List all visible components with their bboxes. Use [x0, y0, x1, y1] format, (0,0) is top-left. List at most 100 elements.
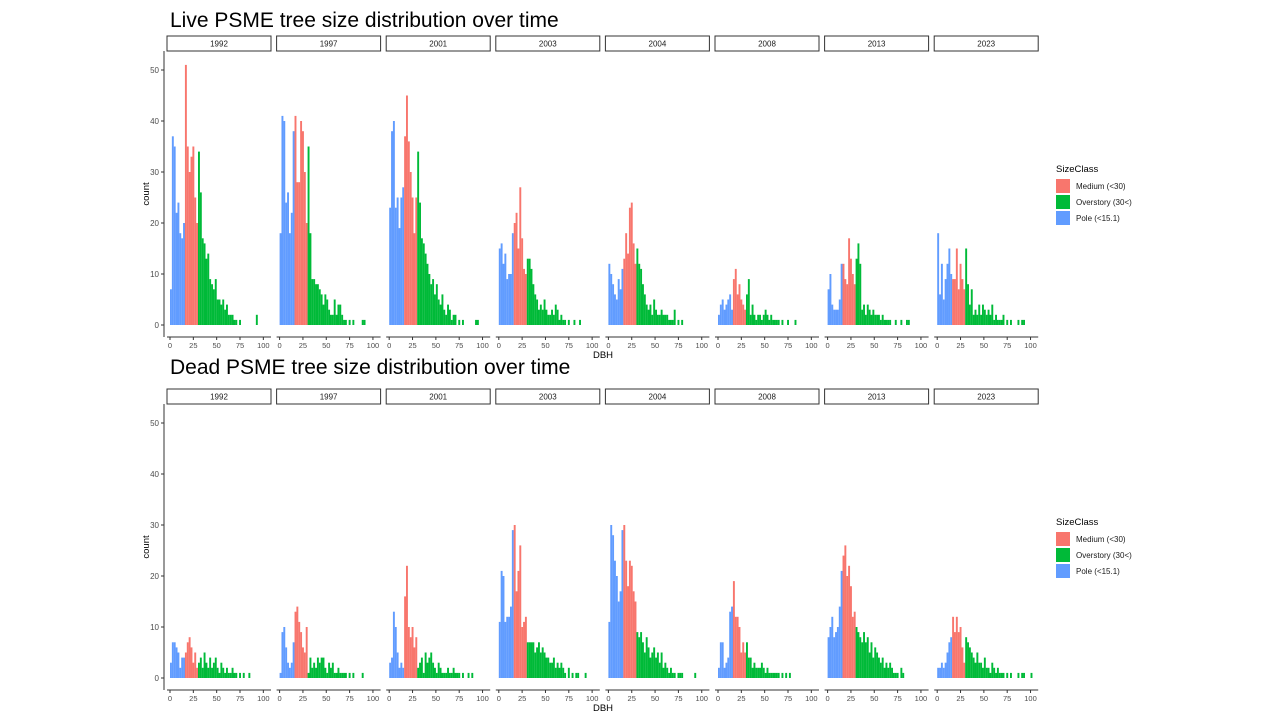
- histogram-bar: [1002, 672, 1005, 678]
- histogram-bar: [643, 652, 646, 678]
- histogram-bar: [400, 662, 403, 678]
- histogram-bar: [315, 667, 317, 678]
- histogram-bar: [937, 667, 940, 678]
- histogram-bar: [558, 319, 561, 325]
- histogram-bar: [785, 672, 788, 678]
- histogram-bar: [303, 172, 306, 325]
- facet-strip-label: 2003: [539, 40, 557, 49]
- histogram-bar: [214, 657, 217, 678]
- histogram-bar: [874, 647, 877, 678]
- x-tick-label: 0: [935, 694, 939, 703]
- histogram-bar: [787, 319, 789, 325]
- x-tick-label: 25: [737, 694, 745, 703]
- histogram-bar: [662, 667, 665, 678]
- live-x-axis-title: DBH: [593, 350, 613, 361]
- x-tick-label: 0: [497, 694, 501, 703]
- histogram-bar: [658, 662, 661, 678]
- histogram-bar: [764, 309, 767, 325]
- histogram-bar: [363, 319, 366, 325]
- histogram-bar: [224, 309, 227, 325]
- histogram-bar: [870, 314, 873, 325]
- histogram-bar: [757, 314, 760, 325]
- histogram-bar: [186, 146, 189, 325]
- histogram-bar: [747, 279, 750, 325]
- histogram-bar: [419, 662, 421, 678]
- x-tick-label: 50: [651, 694, 659, 703]
- histogram-bar: [993, 667, 996, 678]
- histogram-bar: [543, 652, 546, 678]
- histogram-bar: [233, 672, 236, 678]
- histogram-bar: [842, 555, 845, 678]
- legend-key-medium: [1056, 532, 1070, 546]
- histogram-bar: [320, 294, 323, 325]
- histogram-bar: [551, 662, 553, 678]
- histogram-bar: [894, 319, 897, 325]
- x-tick-label: 0: [716, 694, 720, 703]
- histogram-bar: [239, 319, 241, 325]
- histogram-bar: [337, 667, 340, 678]
- histogram-bar: [551, 309, 553, 325]
- histogram-bar: [448, 672, 451, 678]
- histogram-bar: [1023, 672, 1025, 678]
- histogram-bar: [452, 314, 455, 325]
- histogram-bar: [673, 672, 676, 678]
- histogram-bar: [226, 667, 228, 678]
- histogram-bar: [283, 121, 286, 325]
- histogram-bar: [536, 647, 539, 678]
- x-tick-label: 100: [586, 341, 599, 350]
- histogram-bar: [426, 662, 429, 678]
- histogram-bar: [545, 657, 548, 678]
- live-panel-2023: 2023 0 25 50 75 100: [933, 35, 1039, 350]
- histogram-bar: [781, 672, 784, 678]
- histogram-bar: [224, 672, 227, 678]
- x-tick-label: 50: [432, 694, 440, 703]
- histogram-bar: [729, 611, 732, 678]
- histogram-bar: [777, 319, 780, 325]
- histogram-bar: [279, 233, 282, 325]
- x-tick-label: 100: [586, 694, 599, 703]
- histogram-bar: [179, 233, 182, 325]
- histogram-bar: [190, 156, 193, 325]
- histogram-bar: [760, 319, 763, 325]
- histogram-bar: [1010, 319, 1012, 325]
- facet-strip-label: 1997: [320, 393, 338, 402]
- dead-panel-2003: 2003 0 25 50 75 100: [495, 388, 601, 703]
- histogram-bar: [426, 263, 429, 325]
- histogram-bar: [194, 197, 197, 325]
- histogram-bar: [1021, 672, 1024, 678]
- histogram-bar: [402, 187, 405, 325]
- histogram-bar: [647, 309, 650, 325]
- histogram-bar: [335, 314, 338, 325]
- histogram-bar: [290, 212, 293, 325]
- histogram-bar: [744, 652, 747, 678]
- histogram-bar: [651, 652, 654, 678]
- histogram-bar: [942, 667, 945, 678]
- x-tick-label: 75: [784, 341, 792, 350]
- histogram-bar: [452, 667, 455, 678]
- histogram-bar: [348, 319, 351, 325]
- facet-strip: [604, 388, 710, 405]
- dead-legend: SizeClass Medium (<30) Overstory (30<) Pole…: [1056, 517, 1132, 578]
- legend-key-overstory: [1056, 548, 1070, 562]
- histogram-bar: [640, 268, 643, 325]
- histogram-bar: [617, 279, 620, 325]
- dead-y-axis-title: count: [141, 535, 152, 559]
- histogram-bar: [864, 314, 867, 325]
- histogram-bar: [439, 304, 442, 325]
- histogram-bar: [774, 319, 776, 325]
- histogram-bar: [341, 314, 344, 325]
- live-panel-2008: 2008 0 25 50 75 100: [714, 35, 820, 350]
- histogram-bar: [216, 299, 219, 325]
- histogram-bar: [965, 637, 968, 678]
- histogram-bar: [504, 621, 507, 678]
- histogram-bar: [296, 182, 299, 325]
- x-tick-label: 25: [299, 694, 307, 703]
- histogram-bar: [627, 586, 629, 678]
- histogram-bar: [731, 606, 733, 678]
- histogram-bar: [656, 652, 659, 678]
- histogram-bar: [770, 672, 773, 678]
- x-tick-label: 50: [980, 694, 988, 703]
- histogram-bar: [955, 248, 958, 325]
- x-tick-label: 75: [674, 694, 682, 703]
- histogram-bar: [458, 319, 461, 325]
